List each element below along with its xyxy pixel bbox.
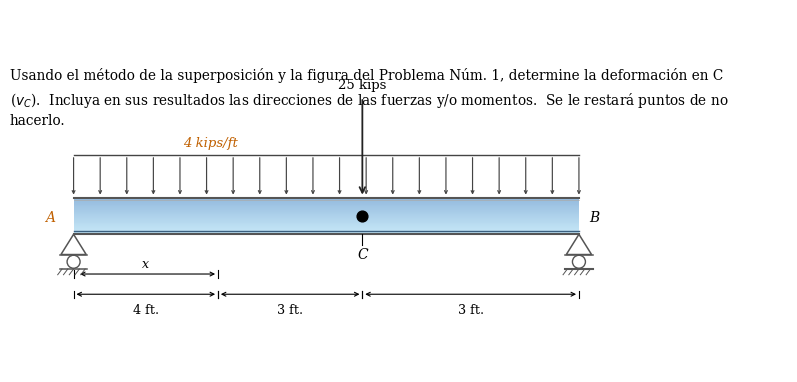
Bar bbox=[73, 216, 579, 217]
Bar bbox=[73, 206, 579, 207]
Text: Usando el método de la superposición y la figura del Problema Núm. 1, determine : Usando el método de la superposición y l… bbox=[10, 68, 723, 83]
Bar bbox=[73, 201, 579, 202]
Bar bbox=[73, 225, 579, 226]
Text: 3 ft.: 3 ft. bbox=[457, 304, 484, 317]
Bar bbox=[73, 218, 579, 219]
Bar bbox=[73, 221, 579, 222]
Bar bbox=[73, 204, 579, 206]
Bar bbox=[73, 211, 579, 212]
Bar bbox=[73, 202, 579, 203]
Bar bbox=[73, 227, 579, 228]
Bar bbox=[73, 233, 579, 234]
Bar bbox=[73, 209, 579, 210]
Point bbox=[356, 213, 369, 219]
Text: 4 kips/ft: 4 kips/ft bbox=[183, 137, 238, 150]
Text: 3 ft.: 3 ft. bbox=[277, 304, 303, 317]
Text: 25 kips: 25 kips bbox=[338, 79, 387, 92]
Bar bbox=[73, 232, 579, 233]
Bar bbox=[73, 229, 579, 230]
Bar bbox=[73, 228, 579, 229]
Bar bbox=[73, 226, 579, 227]
Text: hacerlo.: hacerlo. bbox=[10, 114, 65, 128]
Text: ($v_C$).  Incluya en sus resultados las direcciones de las fuerzas y/o momentos.: ($v_C$). Incluya en sus resultados las d… bbox=[10, 91, 728, 110]
Bar bbox=[73, 222, 579, 223]
Bar bbox=[73, 230, 579, 231]
Bar bbox=[73, 208, 579, 209]
Bar bbox=[73, 199, 579, 200]
Bar bbox=[73, 224, 579, 225]
Bar bbox=[73, 222, 579, 223]
Text: x: x bbox=[143, 258, 149, 271]
Bar bbox=[73, 198, 579, 199]
Text: 4 ft.: 4 ft. bbox=[133, 304, 159, 317]
Bar bbox=[73, 210, 579, 211]
Bar bbox=[73, 223, 579, 224]
Bar bbox=[73, 202, 579, 204]
Bar bbox=[73, 219, 579, 220]
Bar bbox=[73, 220, 579, 221]
Text: B: B bbox=[590, 211, 600, 225]
Text: A: A bbox=[45, 211, 56, 225]
Bar bbox=[73, 205, 579, 206]
Bar bbox=[73, 212, 579, 214]
Bar bbox=[73, 214, 579, 215]
Bar bbox=[73, 231, 579, 233]
Bar bbox=[73, 200, 579, 201]
Text: C: C bbox=[357, 248, 367, 262]
Bar bbox=[73, 215, 579, 216]
Bar bbox=[73, 217, 579, 218]
Bar bbox=[73, 212, 579, 213]
Bar bbox=[73, 207, 579, 208]
